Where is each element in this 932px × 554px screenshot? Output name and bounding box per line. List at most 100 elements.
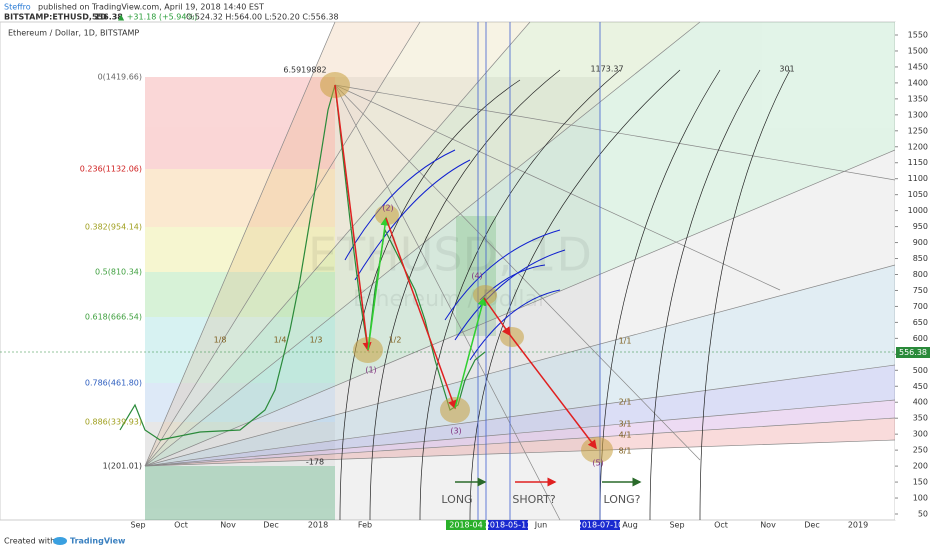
fan-label: 8/1 bbox=[619, 447, 632, 456]
price-path bbox=[119, 84, 486, 441]
gray-box bbox=[335, 77, 600, 520]
tick-label: 200 bbox=[913, 462, 928, 471]
tick-label: 1450 bbox=[908, 62, 928, 71]
ohlc: O:524.32 H:564.00 L:520.20 C:556.38 bbox=[186, 13, 339, 22]
time-label: Oct bbox=[714, 521, 728, 530]
tick-label: 650 bbox=[913, 318, 928, 327]
time-highlight bbox=[580, 520, 620, 530]
fib-label: 1(201.01) bbox=[103, 462, 142, 471]
fan-label: 2/1 bbox=[619, 398, 632, 407]
time-label: Nov bbox=[760, 521, 776, 530]
tick-label: 450 bbox=[913, 382, 928, 391]
fib-label: 0.382(954.14) bbox=[85, 223, 142, 232]
time-label: Nov bbox=[220, 521, 236, 530]
fan-label: 1/3 bbox=[310, 336, 323, 345]
fib-label: 0(1419.66) bbox=[98, 73, 142, 82]
arcs bbox=[339, 69, 791, 521]
tick-label: 800 bbox=[913, 270, 928, 279]
time-highlight-label: 2018-07-10 bbox=[577, 521, 624, 530]
tick-label: 500 bbox=[913, 366, 928, 375]
fib-label: 0.236(1132.06) bbox=[80, 165, 142, 174]
annotation: (4) bbox=[471, 272, 482, 281]
annotation: 1173.37 bbox=[590, 65, 623, 74]
blue-arcs bbox=[344, 149, 566, 361]
tick-label: 600 bbox=[913, 334, 928, 343]
fib-label: 0.618(666.54) bbox=[85, 313, 142, 322]
annotation: SHORT? bbox=[512, 493, 555, 506]
fib-label: 0.786(461.80) bbox=[85, 379, 142, 388]
annotations: 6.5919882 1173.37 301 -178 (1) (2) (3) (4) (5) LO… bbox=[214, 65, 795, 507]
time-label: Jun bbox=[534, 521, 548, 530]
annotation: -178 bbox=[306, 458, 324, 467]
published: published on TradingView.com, April 19, … bbox=[38, 3, 264, 12]
tick-label: 400 bbox=[913, 398, 928, 407]
time-label: Dec bbox=[804, 521, 819, 530]
plot-area bbox=[0, 21, 896, 521]
annotation: LONG bbox=[441, 493, 472, 506]
fan-label: 1/2 bbox=[389, 336, 402, 345]
fib-bands bbox=[145, 77, 335, 520]
tick-label: 1050 bbox=[908, 190, 928, 199]
tick-label: 1350 bbox=[908, 94, 928, 103]
time-label: 2019 bbox=[848, 521, 868, 530]
tick-label: 1150 bbox=[908, 158, 928, 167]
price-axis bbox=[895, 22, 932, 520]
footer-brand[interactable]: TradingView bbox=[70, 537, 126, 546]
time-label: Sep bbox=[669, 521, 684, 530]
tick-label: 1200 bbox=[908, 142, 928, 151]
tick-label: 1400 bbox=[908, 78, 928, 87]
current-price: 556.38 bbox=[899, 348, 927, 357]
tick-label: 1100 bbox=[908, 174, 928, 183]
annotation: LONG? bbox=[604, 493, 641, 506]
watermark-sub: Ethereum / Dollar bbox=[353, 287, 548, 312]
tick-label: 700 bbox=[913, 302, 928, 311]
footer-created: Created with bbox=[4, 537, 55, 546]
change: ▲ +31.18 (+5.94%) bbox=[118, 13, 197, 22]
annotation: (2) bbox=[382, 204, 393, 213]
time-label: Sep bbox=[130, 521, 145, 530]
annotation: 6.5919882 bbox=[283, 66, 326, 75]
watermark: ETHUSD, 1D bbox=[308, 228, 592, 282]
tick-label: 950 bbox=[913, 222, 928, 231]
green-box bbox=[456, 216, 496, 336]
vlines bbox=[477, 22, 601, 520]
time-label: Dec bbox=[263, 521, 278, 530]
tick-label: 750 bbox=[913, 286, 928, 295]
tick-label: 350 bbox=[913, 414, 928, 423]
tick-label: 900 bbox=[913, 238, 928, 247]
tick-label: 250 bbox=[913, 446, 928, 455]
tick-label: 1250 bbox=[908, 126, 928, 135]
time-label: 2018 bbox=[308, 521, 328, 530]
fib-label: 0.886(339.93) bbox=[85, 418, 142, 427]
tick-label: 1550 bbox=[908, 31, 928, 40]
annotation: 301 bbox=[779, 65, 794, 74]
time-highlight bbox=[488, 520, 528, 530]
tick-label: 1000 bbox=[908, 206, 928, 215]
tick-label: 50 bbox=[918, 510, 928, 519]
time-axis: SepOctNovDec2018FebAprJunAugSepOctNovDec… bbox=[130, 520, 868, 530]
time-label: Feb bbox=[358, 521, 372, 530]
fan-label: 1/8 bbox=[214, 336, 227, 345]
tick-label: 150 bbox=[913, 478, 928, 487]
fib-label: 0.5(810.34) bbox=[95, 268, 142, 277]
annotation: (5) bbox=[592, 459, 603, 468]
symbol: BITSTAMP:ETHUSD, 1D bbox=[4, 13, 107, 22]
annotation: (3) bbox=[450, 427, 461, 436]
fan-label: 4/1 bbox=[619, 431, 632, 440]
fan-label: 1/4 bbox=[274, 336, 287, 345]
tick-label: 1500 bbox=[908, 46, 928, 55]
time-label: Oct bbox=[174, 521, 188, 530]
fan-label: 1/1 bbox=[619, 337, 632, 346]
last: 556.38 bbox=[92, 13, 123, 22]
tick-label: 100 bbox=[913, 494, 928, 503]
tick-label: 300 bbox=[913, 430, 928, 439]
fib-labels: 0(1419.66) 0.236(1132.06) 0.382(954.14) 0.5… bbox=[80, 73, 142, 471]
tick-label: 850 bbox=[913, 254, 928, 263]
chart-legend: Ethereum / Dollar, 1D, BITSTAMP bbox=[8, 29, 139, 38]
time-highlight bbox=[446, 520, 486, 530]
time-label: Aug bbox=[622, 521, 638, 530]
tick-label: 1300 bbox=[908, 110, 928, 119]
time-highlight-label: 2018-04 bbox=[449, 521, 482, 530]
author[interactable]: Steffro bbox=[4, 3, 31, 12]
